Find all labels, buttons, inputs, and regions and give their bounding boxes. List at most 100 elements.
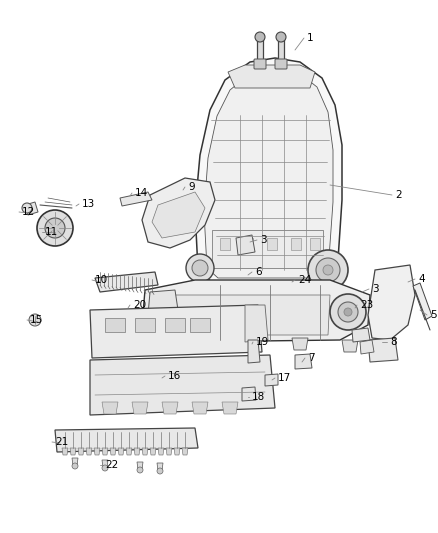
Polygon shape [95,272,158,292]
Text: 17: 17 [278,373,291,383]
Text: 4: 4 [418,274,424,284]
Polygon shape [360,340,374,354]
Text: 9: 9 [188,182,194,192]
Polygon shape [248,340,260,363]
Polygon shape [162,402,178,414]
Polygon shape [257,38,263,65]
Polygon shape [413,283,432,320]
Text: 10: 10 [95,275,108,285]
Polygon shape [291,238,301,250]
Circle shape [308,250,348,290]
Polygon shape [90,305,262,358]
Polygon shape [55,428,198,452]
Polygon shape [278,38,284,65]
Polygon shape [126,448,132,455]
Circle shape [316,258,340,282]
Circle shape [330,294,366,330]
Text: 21: 21 [55,437,68,447]
Text: 23: 23 [360,300,373,310]
Polygon shape [292,338,308,350]
Polygon shape [86,448,92,455]
Circle shape [22,203,32,213]
Polygon shape [160,295,330,335]
Circle shape [72,463,78,469]
Circle shape [29,314,41,326]
Text: 6: 6 [255,267,261,277]
Polygon shape [132,402,148,414]
Circle shape [344,308,352,316]
Polygon shape [220,238,230,250]
Polygon shape [90,355,275,415]
Text: 3: 3 [260,235,267,245]
Circle shape [276,32,286,42]
Circle shape [192,260,208,276]
FancyBboxPatch shape [254,59,266,69]
Polygon shape [148,290,178,315]
Polygon shape [110,448,116,455]
Polygon shape [243,238,253,250]
Polygon shape [222,402,238,414]
Circle shape [45,218,65,238]
Polygon shape [70,448,76,455]
Circle shape [137,467,143,473]
Polygon shape [72,458,78,466]
Polygon shape [267,238,277,250]
Polygon shape [368,265,415,340]
Polygon shape [182,448,188,455]
Polygon shape [78,448,84,455]
Polygon shape [102,448,108,455]
Polygon shape [135,318,155,332]
Polygon shape [142,178,215,248]
Polygon shape [102,460,108,468]
Polygon shape [352,328,370,342]
Polygon shape [142,448,148,455]
Circle shape [255,32,265,42]
Polygon shape [265,374,278,386]
Circle shape [157,468,163,474]
Circle shape [338,302,358,322]
Polygon shape [192,402,208,414]
Circle shape [102,465,108,471]
Polygon shape [245,305,268,342]
Polygon shape [242,387,256,401]
Text: 24: 24 [298,275,311,285]
Polygon shape [157,338,173,350]
Polygon shape [157,463,163,471]
Polygon shape [236,235,255,255]
Text: 20: 20 [133,300,146,310]
Polygon shape [118,448,124,455]
Polygon shape [105,318,125,332]
Circle shape [323,265,333,275]
Polygon shape [150,448,156,455]
Polygon shape [212,230,323,268]
Polygon shape [177,340,193,352]
Text: 13: 13 [82,199,95,209]
Text: 3: 3 [372,284,378,294]
Text: 12: 12 [22,207,35,217]
Polygon shape [165,318,185,332]
Text: 14: 14 [135,188,148,198]
Text: 15: 15 [30,315,43,325]
Polygon shape [174,448,180,455]
Polygon shape [158,448,164,455]
Text: 2: 2 [395,190,402,200]
Text: 19: 19 [256,337,269,347]
Text: 7: 7 [308,353,314,363]
FancyBboxPatch shape [275,59,287,69]
Polygon shape [120,192,152,206]
Polygon shape [195,58,342,285]
Text: 18: 18 [252,392,265,402]
Text: 5: 5 [430,310,437,320]
Polygon shape [368,338,398,362]
Polygon shape [310,238,320,250]
Polygon shape [102,402,118,414]
Polygon shape [190,318,210,332]
Text: 1: 1 [307,33,314,43]
Polygon shape [228,65,315,88]
Polygon shape [62,448,68,455]
Text: 11: 11 [45,227,58,237]
Text: 22: 22 [105,460,118,470]
Polygon shape [166,448,172,455]
Text: 8: 8 [390,337,397,347]
Polygon shape [134,448,140,455]
